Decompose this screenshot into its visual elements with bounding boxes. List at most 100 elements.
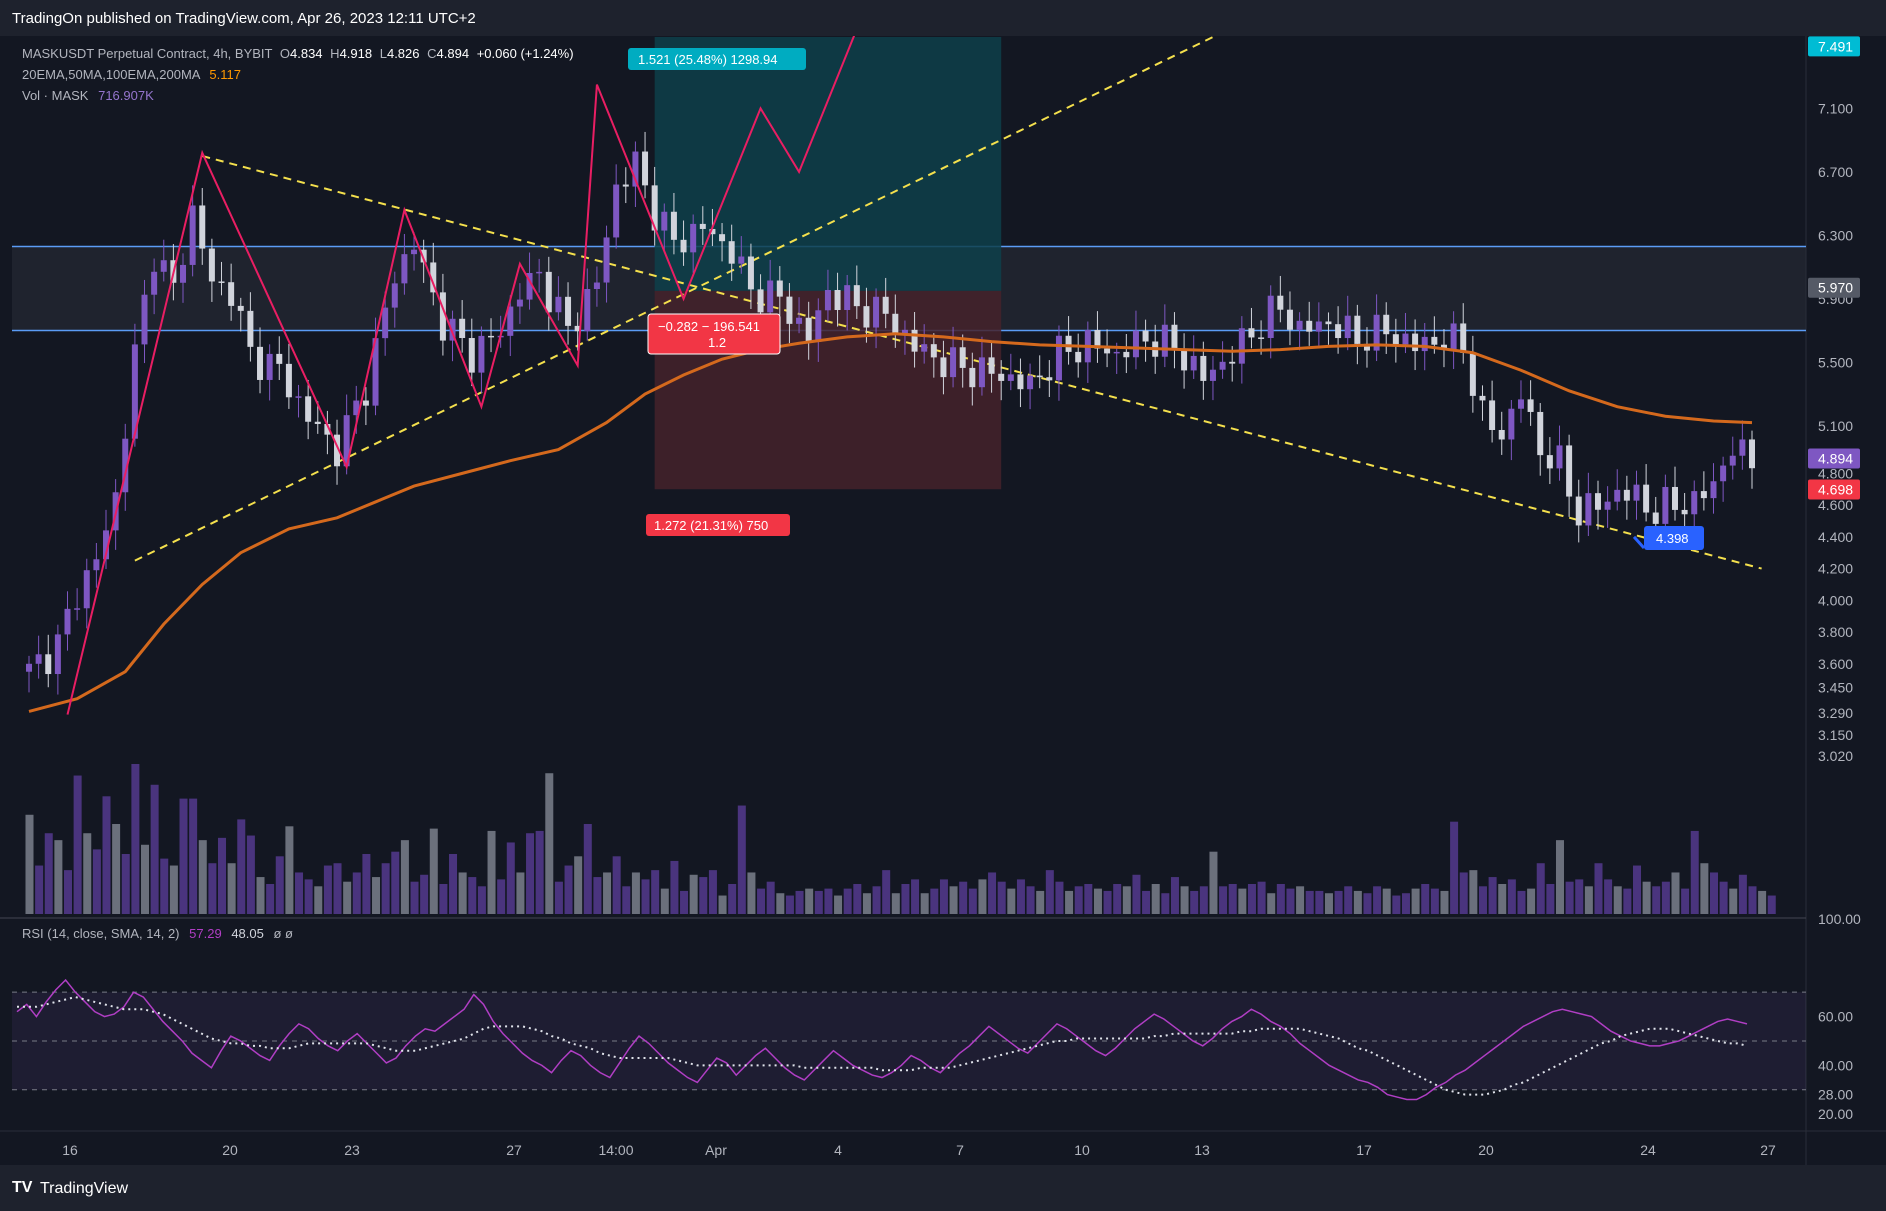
candle-body (276, 353, 283, 364)
volume-bar (400, 840, 409, 914)
candle-body (1546, 455, 1553, 469)
rsi-value: 57.29 (189, 926, 222, 941)
volume-bar (574, 856, 583, 914)
volume-bar (1555, 840, 1564, 914)
volume-bar (997, 881, 1006, 914)
volume-bar (1459, 872, 1468, 914)
candle-body (824, 290, 831, 311)
ma-legend[interactable]: 20EMA,50MA,100EMA,200MA 5.117 (22, 67, 241, 82)
volume-bar (497, 879, 506, 914)
candle-body (1498, 429, 1505, 440)
candle-body (1594, 493, 1601, 510)
candle-body (1460, 323, 1467, 353)
candle-body (1537, 411, 1544, 456)
volume-bar (1450, 821, 1459, 914)
candle-body (1335, 324, 1342, 339)
volume-bar (323, 865, 332, 914)
candle-body (545, 271, 552, 313)
publisher-bar: TradingOn published on TradingView.com, … (0, 0, 1886, 36)
volume-bar (150, 784, 159, 914)
candle-body (1065, 335, 1072, 352)
candle-body (911, 329, 918, 352)
rsi-legend[interactable]: RSI (14, close, SMA, 14, 2) 57.29 48.05 … (22, 926, 293, 941)
volume-bar (256, 877, 265, 914)
volume-bar (169, 865, 178, 914)
candle-body (959, 347, 966, 368)
volume-bar (1296, 886, 1305, 914)
pnl-label-line1: −0.282 − 196.541 (658, 319, 760, 334)
volume-bar (1045, 870, 1054, 914)
volume-legend[interactable]: Vol · MASK 716.907K (22, 88, 154, 103)
price-tick-label: 3.290 (1818, 705, 1853, 721)
volume-bar (391, 851, 400, 914)
open-value: 4.834 (290, 46, 323, 61)
candle-body (1181, 348, 1188, 371)
volume-bar (901, 884, 910, 914)
symbol-name[interactable]: MASKUSDT Perpetual Contract, 4h, BYBIT (22, 46, 273, 61)
volume-bar (651, 870, 660, 914)
volume-bar (1093, 888, 1102, 914)
candle-body (921, 344, 928, 352)
candle-body (1277, 295, 1284, 310)
candle-body (1027, 375, 1034, 390)
candle-body (565, 296, 572, 326)
candle-body (796, 317, 803, 324)
candle-body (853, 285, 860, 307)
volume-bar (285, 826, 294, 914)
time-tick-label: 14:00 (598, 1142, 633, 1158)
candle-body (1392, 334, 1399, 345)
volume-bar (112, 824, 121, 914)
trendline-2 (202, 155, 1762, 570)
volume-value: 716.907K (98, 88, 154, 103)
volume-bar (959, 881, 968, 914)
volume-bar (1324, 893, 1333, 914)
price-chart[interactable]: 1.521 (25.48%) 1298.94 1.272 (21.31%) 750… (0, 36, 1886, 1165)
candle-body (998, 373, 1005, 381)
candle-body (1036, 375, 1043, 378)
volume-bar (1392, 895, 1401, 914)
candle-body (468, 338, 475, 373)
candle-body (1171, 324, 1178, 349)
candle-body (805, 317, 812, 342)
candle-body (1383, 314, 1390, 335)
candle-body (1450, 323, 1457, 350)
candle-body (141, 294, 148, 345)
volume-bar (1122, 886, 1131, 914)
footer-brand[interactable]: TradingView (40, 1180, 129, 1197)
high-value: 4.918 (339, 46, 373, 61)
candle-body (1585, 493, 1592, 526)
candle-body (1652, 512, 1659, 524)
volume-bar (352, 872, 361, 914)
volume-bar (699, 877, 708, 914)
volume-bar (930, 888, 939, 914)
pnl-label-box (647, 313, 781, 355)
candle-body (844, 285, 851, 311)
candle-body (1007, 374, 1014, 381)
candle-body (1508, 408, 1515, 440)
volume-bar (179, 798, 188, 914)
volume-bar (1488, 877, 1497, 914)
candle-body (622, 184, 629, 187)
volume-bar (747, 872, 756, 914)
candle-body (1200, 355, 1207, 381)
candle-body (459, 318, 466, 339)
candle-body (218, 281, 225, 283)
ema-line (28, 332, 1753, 713)
volume-bar (1401, 893, 1410, 914)
candle-body (651, 185, 658, 231)
volume-bar (1430, 888, 1439, 914)
volume-bar (343, 881, 352, 914)
candle-body (295, 396, 302, 398)
candle-body (1566, 445, 1573, 497)
candle-body (411, 249, 418, 255)
volume-bar (949, 886, 958, 914)
candle-body (189, 205, 196, 265)
volume-bar (1565, 881, 1574, 914)
time-tick-label: 13 (1194, 1142, 1210, 1158)
volume-bar (641, 879, 650, 914)
candle-body (1142, 330, 1149, 342)
volume-bar (1315, 890, 1324, 914)
tradingview-logo-icon[interactable]: TV (12, 1179, 33, 1196)
volume-bar (1267, 893, 1276, 914)
volume-bar (1498, 884, 1507, 914)
